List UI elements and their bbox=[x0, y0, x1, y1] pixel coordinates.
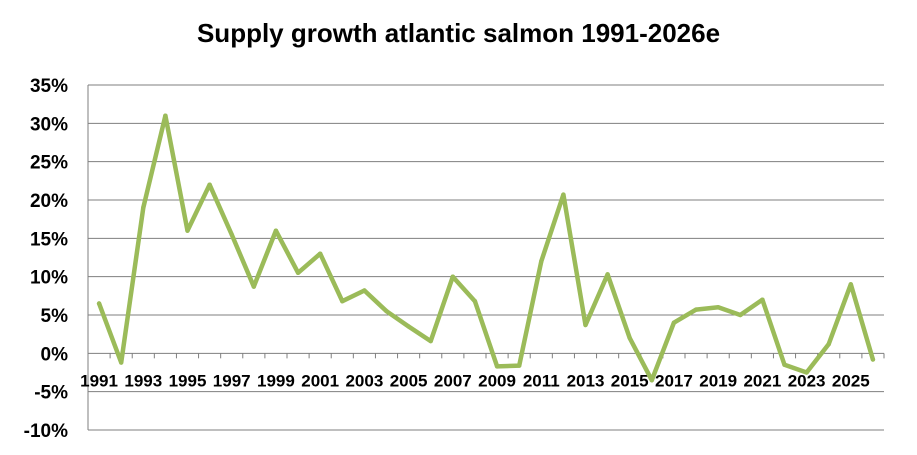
data-point bbox=[185, 228, 190, 233]
y-tick-label: 5% bbox=[41, 306, 69, 327]
data-point bbox=[627, 335, 632, 341]
gridlines bbox=[88, 84, 884, 431]
x-tick-label: 2025 bbox=[832, 371, 870, 390]
data-point bbox=[804, 370, 809, 375]
data-point bbox=[826, 341, 831, 347]
data-point bbox=[782, 362, 787, 368]
x-tick-label: 1993 bbox=[124, 371, 162, 390]
data-point bbox=[583, 322, 588, 328]
data-point bbox=[605, 272, 610, 277]
data-point bbox=[362, 288, 367, 293]
x-tick-label: 2013 bbox=[567, 371, 605, 390]
chart-title: Supply growth atlantic salmon 1991-2026e bbox=[196, 18, 721, 48]
series-line bbox=[96, 113, 876, 383]
x-tick-label: 2009 bbox=[478, 371, 516, 390]
x-axis-tick-labels: 1991 1993 1995 1997 1999 2001 2003 2005 2007 2009… bbox=[80, 371, 870, 390]
x-tick-label: 1995 bbox=[169, 371, 207, 390]
data-point bbox=[539, 259, 544, 264]
data-point bbox=[207, 182, 212, 187]
x-tick-label: 2007 bbox=[434, 371, 472, 390]
y-tick-label: 15% bbox=[30, 229, 68, 250]
y-tick-label: 30% bbox=[30, 114, 68, 135]
x-tick-label: 2015 bbox=[611, 371, 649, 390]
x-tick-label: 2019 bbox=[699, 371, 737, 390]
data-point bbox=[163, 113, 168, 118]
data-point bbox=[406, 324, 411, 329]
series-layer bbox=[96, 113, 876, 383]
data-point bbox=[561, 192, 566, 197]
y-tick-label: 10% bbox=[30, 268, 68, 289]
x-tick-label: 2005 bbox=[390, 371, 428, 390]
y-tick-label: 35% bbox=[30, 76, 68, 97]
data-point bbox=[848, 282, 854, 287]
x-tick-label: 2017 bbox=[655, 371, 693, 390]
x-tick-label: 1991 bbox=[80, 371, 118, 390]
x-tick-label: 2011 bbox=[523, 371, 560, 390]
x-tick-label: 2023 bbox=[788, 371, 826, 390]
x-tick-label: 2021 bbox=[743, 371, 781, 390]
data-point bbox=[384, 308, 389, 314]
x-tick-label: 1997 bbox=[213, 371, 251, 390]
y-tick-label: 0% bbox=[41, 344, 69, 365]
data-point bbox=[141, 205, 146, 210]
data-point bbox=[671, 320, 677, 325]
x-tick-label: 2001 bbox=[301, 371, 339, 390]
data-point bbox=[229, 232, 234, 237]
y-tick-label: -5% bbox=[34, 383, 68, 404]
data-point bbox=[738, 312, 743, 318]
data-point bbox=[649, 377, 655, 383]
data-point bbox=[693, 307, 699, 312]
data-point bbox=[295, 270, 301, 276]
data-point bbox=[472, 299, 478, 304]
y-tick-label: 25% bbox=[30, 153, 68, 174]
y-axis-tick-labels: 35% 30% 25% 20% 15% 10% 5% 0% -5% -10% bbox=[24, 76, 68, 442]
data-point bbox=[273, 228, 279, 233]
x-tick-label: 1999 bbox=[257, 371, 295, 390]
data-point bbox=[317, 251, 323, 256]
data-point bbox=[760, 297, 765, 302]
data-point bbox=[251, 284, 257, 289]
axes bbox=[87, 85, 885, 430]
x-tick-label: 2003 bbox=[345, 371, 383, 390]
data-point bbox=[715, 305, 721, 310]
data-point bbox=[340, 299, 345, 304]
data-point bbox=[118, 360, 124, 365]
data-point bbox=[428, 338, 433, 344]
data-point bbox=[450, 274, 456, 279]
data-point bbox=[96, 301, 102, 306]
y-tick-label: 20% bbox=[30, 191, 68, 212]
data-point bbox=[516, 363, 522, 368]
data-point bbox=[870, 357, 876, 362]
y-tick-label: -10% bbox=[24, 421, 68, 442]
data-point bbox=[494, 364, 500, 369]
